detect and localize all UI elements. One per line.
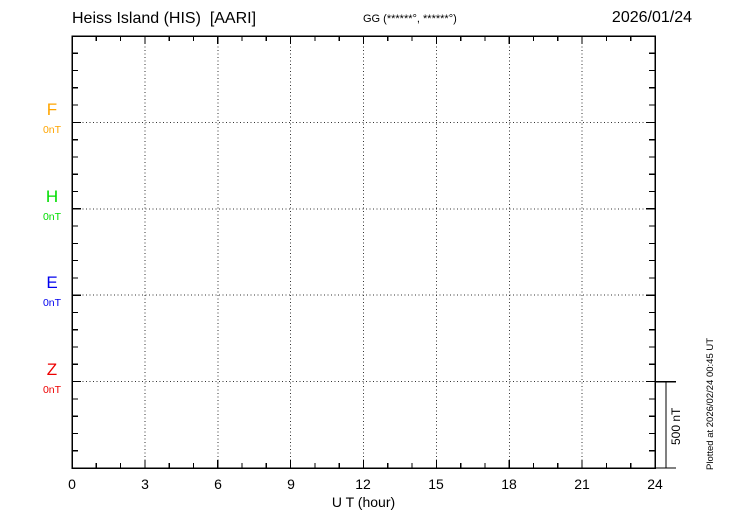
x-tick-24: 24: [647, 476, 663, 492]
x-tick-3: 3: [141, 476, 149, 492]
series-baseline-Z: 0nT: [42, 384, 62, 396]
series-name-F: F: [46, 100, 58, 119]
series-label-E: E 0nT: [34, 273, 70, 309]
x-tick-12: 12: [355, 476, 371, 492]
series-label-Z: Z 0nT: [34, 360, 70, 396]
series-name-E: E: [46, 273, 58, 292]
plotted-at-timestamp: Plotted at 2026/02/24 00:45 UT: [705, 337, 716, 470]
geographic-coordinates: GG (******°, ******°): [363, 13, 457, 25]
scale-bar-label: 500 nT: [669, 407, 683, 445]
x-tick-9: 9: [287, 476, 295, 492]
x-tick-18: 18: [501, 476, 517, 492]
series-baseline-F: 0nT: [42, 124, 62, 136]
series-baseline-H: 0nT: [42, 211, 62, 223]
series-name-H: H: [45, 187, 59, 206]
series-label-F: F 0nT: [34, 100, 70, 136]
x-tick-6: 6: [214, 476, 222, 492]
x-tick-15: 15: [428, 476, 444, 492]
x-tick-0: 0: [68, 476, 76, 492]
station-title: Heiss Island (HIS) [AARI]: [72, 10, 257, 27]
plot-date: 2026/01/24: [611, 9, 692, 26]
x-tick-21: 21: [574, 476, 590, 492]
x-axis-title: U T (hour): [331, 494, 396, 510]
series-label-H: H 0nT: [34, 187, 70, 223]
series-name-Z: Z: [46, 360, 58, 379]
series-baseline-E: 0nT: [42, 297, 62, 309]
